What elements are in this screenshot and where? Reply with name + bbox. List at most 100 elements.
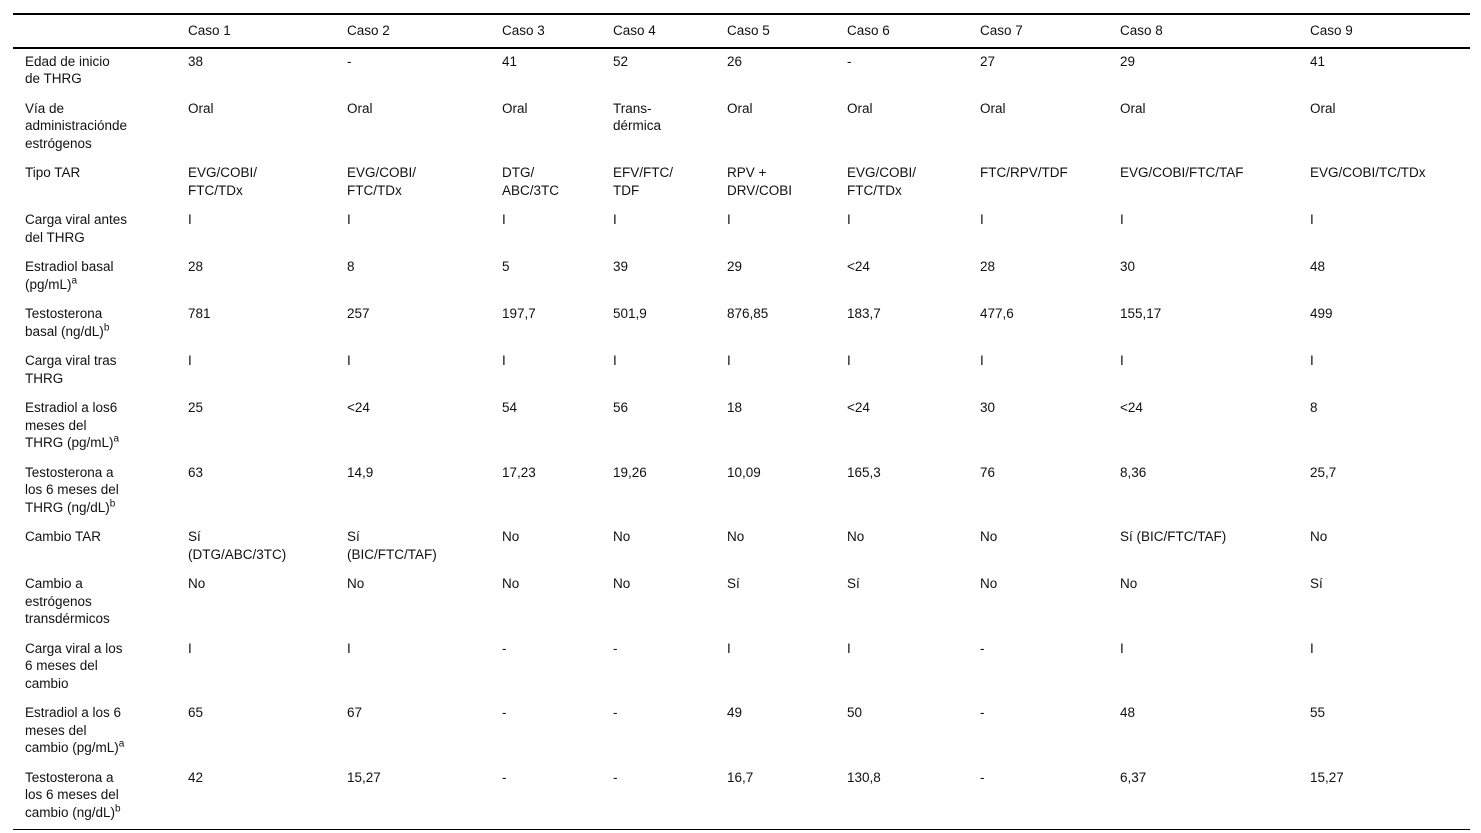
table-cell: 76 [980, 464, 996, 480]
table-cell: 8 [1310, 400, 1318, 415]
table-cell: 14,9 [347, 464, 374, 480]
table-cell: EVG/COBI/ FTC/TDx [188, 165, 258, 198]
row-label: Estradiol a los6 meses del THRG (pg/mL)a [13, 395, 188, 460]
column-header-caso-3: Caso 3 [502, 14, 613, 49]
table-row: Carga viral antes del THRG I I I I I I I… [13, 207, 1470, 254]
table-cell: I [347, 640, 351, 656]
table-cell: Sí (DTG/ABC/3TC) [188, 529, 287, 562]
table-cell: 130,8 [847, 769, 881, 785]
table-cell: <24 [847, 259, 870, 274]
table-cell: Sí [847, 576, 860, 591]
table-cell: No [980, 529, 998, 544]
table-cell: I [347, 353, 351, 368]
table-cell: 10,09 [727, 464, 761, 480]
table-cell: Trans- dérmica [613, 100, 662, 134]
table-cell: - [613, 640, 618, 656]
table-cell: - [502, 705, 507, 720]
table-cell: I [980, 353, 984, 368]
table-cell: I [188, 212, 192, 227]
row-label: Estradiol basal (pg/mL)a [13, 254, 188, 301]
table-cell: - [980, 640, 985, 656]
table-cell: I [502, 212, 506, 227]
table-cell: I [727, 640, 731, 656]
header-row: Caso 1 Caso 2 Caso 3 Caso 4 Caso 5 Caso … [13, 14, 1470, 49]
table-row: Edad de inicio de THRG 38 - 41 52 26 - 2… [13, 48, 1470, 96]
row-label-text: Carga viral tras THRG [25, 353, 117, 386]
table-cell: 18 [727, 400, 743, 415]
row-label-text: Vía de administraciónde estrógenos [25, 100, 128, 151]
row-label: Vía de administraciónde estrógenos [13, 96, 188, 161]
table-cell: <24 [847, 400, 870, 415]
table-cell: 65 [188, 705, 204, 720]
column-header-caso-7: Caso 7 [980, 14, 1120, 49]
table-cell: I [1310, 640, 1314, 656]
table-cell: No [613, 529, 631, 544]
table-cell: 42 [188, 769, 204, 785]
table-cell: 6,37 [1120, 769, 1147, 785]
table-cell: 477,6 [980, 306, 1014, 321]
table-cell: 26 [727, 53, 743, 69]
table-cell: - [613, 769, 618, 785]
table-cell: 16,7 [727, 769, 754, 785]
row-label: Cambio a estrógenos transdérmicos [13, 571, 188, 636]
table-cell: I [847, 353, 851, 368]
table-cell: - [980, 769, 985, 785]
table-cell: 29 [727, 259, 743, 274]
column-header-caso-8: Caso 8 [1120, 14, 1310, 49]
table-cell: 876,85 [727, 306, 769, 321]
table-row: Cambio TAR Sí (DTG/ABC/3TC) Sí (BIC/FTC/… [13, 524, 1470, 571]
table-cell: 781 [188, 306, 211, 321]
table-cell: 197,7 [502, 306, 536, 321]
table-cell: - [347, 53, 352, 69]
unit-superscript: b [103, 322, 110, 333]
table-cell: I [347, 212, 351, 227]
row-label: Testosterona a los 6 meses del THRG (ng/… [13, 460, 188, 525]
row-label-text: Edad de inicio de THRG [25, 53, 110, 87]
row-label-text: Cambio a estrógenos transdérmicos [25, 576, 110, 626]
table-cell: FTC/RPV/TDF [980, 165, 1068, 180]
table-cell: No [1120, 576, 1138, 591]
table-cell: Sí (BIC/FTC/TAF) [347, 529, 437, 562]
table-cell: 54 [502, 400, 518, 415]
table-cell: Oral [188, 100, 214, 116]
table-cell: 499 [1310, 306, 1333, 321]
table-cell: I [1120, 353, 1124, 368]
unit-superscript: a [118, 738, 125, 750]
table-cell: 63 [188, 464, 204, 480]
table-cell: I [188, 353, 192, 368]
table-body: Edad de inicio de THRG 38 - 41 52 26 - 2… [13, 48, 1470, 830]
table-cell: No [502, 576, 520, 591]
table-cell: 41 [502, 53, 518, 69]
table-cell: I [1310, 353, 1314, 368]
table-cell: 48 [1310, 259, 1326, 274]
table-cell: - [502, 640, 507, 656]
table-cell: I [502, 353, 506, 368]
row-label-text: Testosterona a los 6 meses del cambio (n… [25, 769, 119, 820]
row-label: Carga viral tras THRG [13, 348, 188, 395]
table-cell: - [502, 769, 507, 785]
table-cell: I [727, 353, 731, 368]
column-header-caso-5: Caso 5 [727, 14, 847, 49]
row-label: Tipo TAR [13, 160, 188, 207]
table-cell: 39 [613, 259, 629, 274]
table-cell: Oral [502, 100, 528, 116]
table-cell: No [188, 576, 206, 591]
table-cell: <24 [1120, 400, 1143, 415]
unit-superscript: b [109, 498, 116, 509]
table-cell: - [613, 705, 618, 720]
unit-superscript: a [113, 433, 120, 445]
table-row: Testosterona a los 6 meses del THRG (ng/… [13, 460, 1470, 525]
table-row: Testosterona a los 6 meses del cambio (n… [13, 765, 1470, 830]
row-label-text: Estradiol a los 6 meses del cambio (pg/m… [25, 705, 122, 755]
row-label-text: Testosterona a los 6 meses del THRG (ng/… [25, 464, 119, 515]
table-cell: Sí [727, 576, 740, 591]
table-cell: No [727, 529, 745, 544]
table-cell: 29 [1120, 53, 1136, 69]
table-cell: Oral [980, 100, 1006, 116]
table-cell: 49 [727, 705, 743, 720]
table-cell: 28 [980, 259, 996, 274]
table-cell: 27 [980, 53, 996, 69]
table-cell: 41 [1310, 53, 1326, 69]
table-container: Caso 1 Caso 2 Caso 3 Caso 4 Caso 5 Caso … [13, 13, 1470, 830]
table-cell: I [847, 212, 851, 227]
